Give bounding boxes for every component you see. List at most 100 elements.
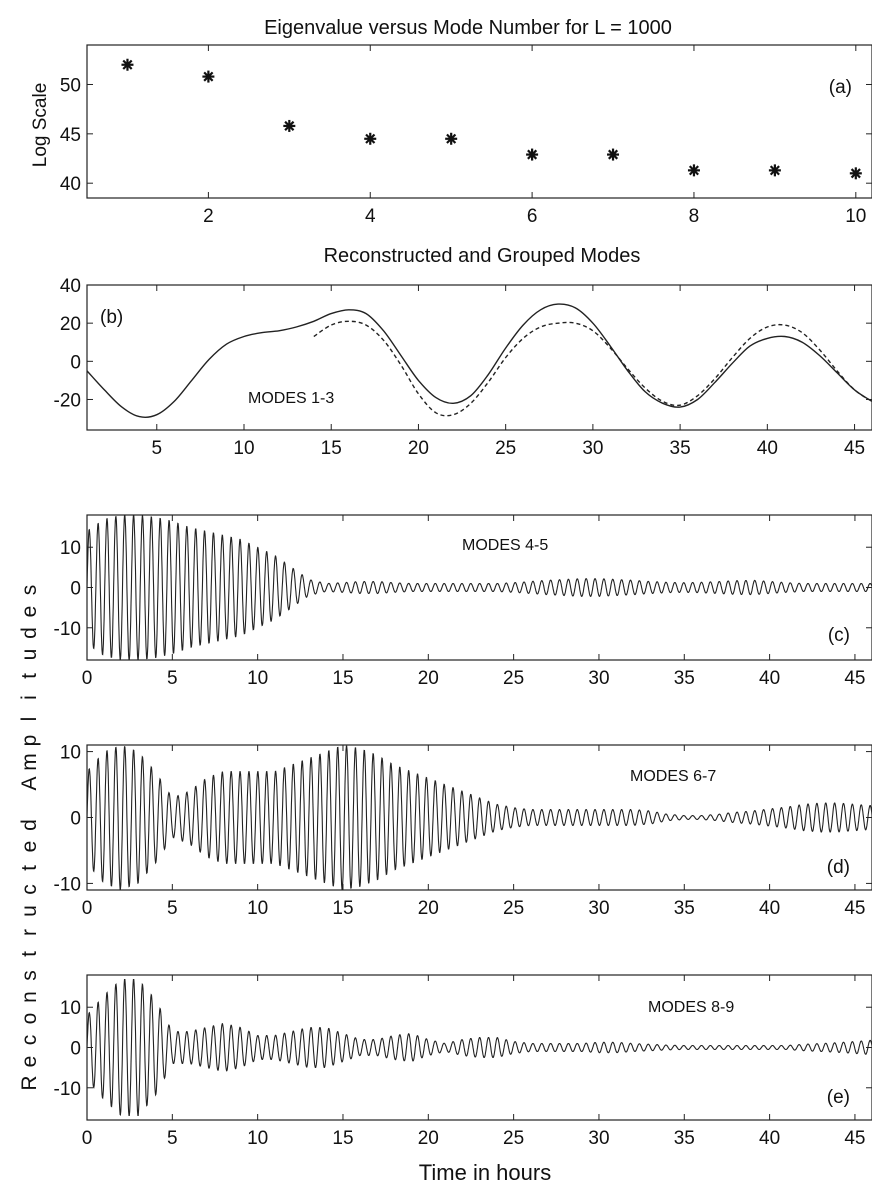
shared-ylabel-letter: u bbox=[18, 649, 41, 661]
oscillation-line bbox=[86, 745, 872, 890]
panel-b-annotation: MODES 1-3 bbox=[248, 390, 334, 407]
data-point bbox=[283, 119, 296, 132]
data-point bbox=[768, 164, 781, 177]
shared-ylabel-letter: e bbox=[18, 841, 41, 853]
panel-a-title: Eigenvalue versus Mode Number for L = 10… bbox=[264, 17, 672, 39]
xtick-label: 0 bbox=[82, 668, 93, 689]
panel-b-frame bbox=[86, 284, 872, 431]
panel-a-ylabel: Log Scale bbox=[30, 83, 51, 168]
shared-ylabel-letter: e bbox=[18, 1056, 41, 1068]
xtick-label: 10 bbox=[247, 898, 268, 919]
shared-ylabel-letter: m bbox=[18, 753, 41, 771]
panel-c-marks bbox=[86, 514, 872, 661]
ytick-label: -10 bbox=[54, 1079, 81, 1100]
panel-a: Eigenvalue versus Mode Number for L = 10… bbox=[30, 17, 872, 227]
shared-ylabel-letter: l bbox=[18, 717, 41, 722]
shared-ylabel-letter: e bbox=[18, 606, 41, 618]
xtick-label: 40 bbox=[757, 438, 778, 459]
xtick-label: 20 bbox=[418, 1128, 439, 1149]
xtick-label: 45 bbox=[844, 668, 865, 689]
xtick-label: 30 bbox=[588, 668, 609, 689]
xtick-label: 15 bbox=[332, 898, 353, 919]
shared-ylabel-letter: n bbox=[18, 991, 41, 1003]
panel-e-annotation: MODES 8-9 bbox=[648, 999, 734, 1016]
xtick-label: 5 bbox=[167, 668, 178, 689]
xtick-label: 20 bbox=[418, 898, 439, 919]
oscillation-line bbox=[86, 514, 872, 661]
data-point bbox=[687, 164, 700, 177]
panel-a-frame bbox=[86, 44, 872, 199]
shared-ylabel-letter: R bbox=[18, 1075, 41, 1090]
xtick-label: 15 bbox=[321, 438, 342, 459]
shared-ylabel-letter: u bbox=[18, 905, 41, 917]
xtick-label: 0 bbox=[82, 1128, 93, 1149]
ytick-label: 40 bbox=[60, 276, 81, 297]
ytick-label: 10 bbox=[60, 538, 81, 559]
data-point bbox=[526, 148, 539, 161]
xtick-label: 5 bbox=[151, 438, 162, 459]
xtick-label: 5 bbox=[167, 1128, 178, 1149]
shared-ylabel-letter: i bbox=[18, 695, 41, 700]
xtick-label: 4 bbox=[365, 206, 376, 227]
xtick-label: 35 bbox=[674, 898, 695, 919]
shared-ylabel-letter: s bbox=[18, 585, 41, 596]
panel-d-annotation: MODES 6-7 bbox=[630, 768, 716, 785]
ytick-label: 0 bbox=[70, 352, 81, 373]
ytick-label: 0 bbox=[70, 1039, 81, 1060]
data-point bbox=[121, 58, 134, 71]
ytick-label: -10 bbox=[54, 619, 81, 640]
panel-e-ticks: 0 5 10 15 20 25 30 35 40 45 -10 0 10 bbox=[54, 975, 872, 1149]
ytick-label: 20 bbox=[60, 314, 81, 335]
xtick-label: 30 bbox=[588, 1128, 609, 1149]
panel-e-marks bbox=[86, 978, 872, 1117]
series-line-dashed bbox=[313, 320, 872, 417]
panel-b-title: Reconstructed and Grouped Modes bbox=[324, 245, 641, 267]
shared-ylabel-letter: c bbox=[18, 1035, 41, 1046]
xtick-label: 40 bbox=[759, 668, 780, 689]
xtick-label: 0 bbox=[82, 898, 93, 919]
panel-d-marks bbox=[86, 745, 872, 890]
xtick-label: 25 bbox=[503, 898, 524, 919]
panel-b-ticks: 5 10 15 20 25 30 35 40 45 -20 0 20 40 bbox=[54, 276, 872, 459]
shared-ylabel-letter: t bbox=[18, 951, 41, 957]
panel-e-label: (e) bbox=[827, 1087, 850, 1108]
shared-ylabel-letter: s bbox=[18, 970, 41, 981]
panel-a-label: (a) bbox=[829, 77, 852, 98]
panel-a-ticks: 2 4 6 8 10 40 45 50 bbox=[60, 45, 872, 227]
shared-ylabel-letter: t bbox=[18, 673, 41, 679]
panel-e-frame bbox=[86, 974, 872, 1121]
shared-ylabel-letter: d bbox=[18, 627, 41, 639]
xtick-label: 40 bbox=[759, 1128, 780, 1149]
xtick-label: 45 bbox=[844, 898, 865, 919]
ytick-label: -20 bbox=[54, 390, 81, 411]
xtick-label: 8 bbox=[689, 206, 700, 227]
xtick-label: 10 bbox=[247, 1128, 268, 1149]
series-line-solid bbox=[86, 303, 872, 418]
ytick-label: -10 bbox=[54, 874, 81, 895]
panel-a-marks bbox=[121, 58, 862, 180]
data-point bbox=[607, 148, 620, 161]
ytick-label: 0 bbox=[70, 809, 81, 830]
xtick-label: 5 bbox=[167, 898, 178, 919]
oscillation-line bbox=[86, 978, 872, 1117]
shared-ylabel-letter: o bbox=[18, 1013, 41, 1025]
panel-b-marks bbox=[86, 303, 872, 418]
xtick-label: 45 bbox=[844, 1128, 865, 1149]
data-point bbox=[849, 167, 862, 180]
ytick-label: 0 bbox=[70, 579, 81, 600]
shared-ylabel-letter: d bbox=[18, 819, 41, 831]
xtick-label: 15 bbox=[332, 1128, 353, 1149]
shared-ylabel-letter: t bbox=[18, 865, 41, 871]
xtick-label: 20 bbox=[408, 438, 429, 459]
ytick-label: 10 bbox=[60, 743, 81, 764]
xtick-label: 25 bbox=[495, 438, 516, 459]
xtick-label: 25 bbox=[503, 1128, 524, 1149]
xtick-label: 30 bbox=[582, 438, 603, 459]
panel-b-label: (b) bbox=[100, 307, 123, 328]
xtick-label: 35 bbox=[674, 1128, 695, 1149]
panel-d-frame bbox=[86, 744, 872, 891]
xtick-label: 2 bbox=[203, 206, 214, 227]
xtick-label: 45 bbox=[844, 438, 865, 459]
